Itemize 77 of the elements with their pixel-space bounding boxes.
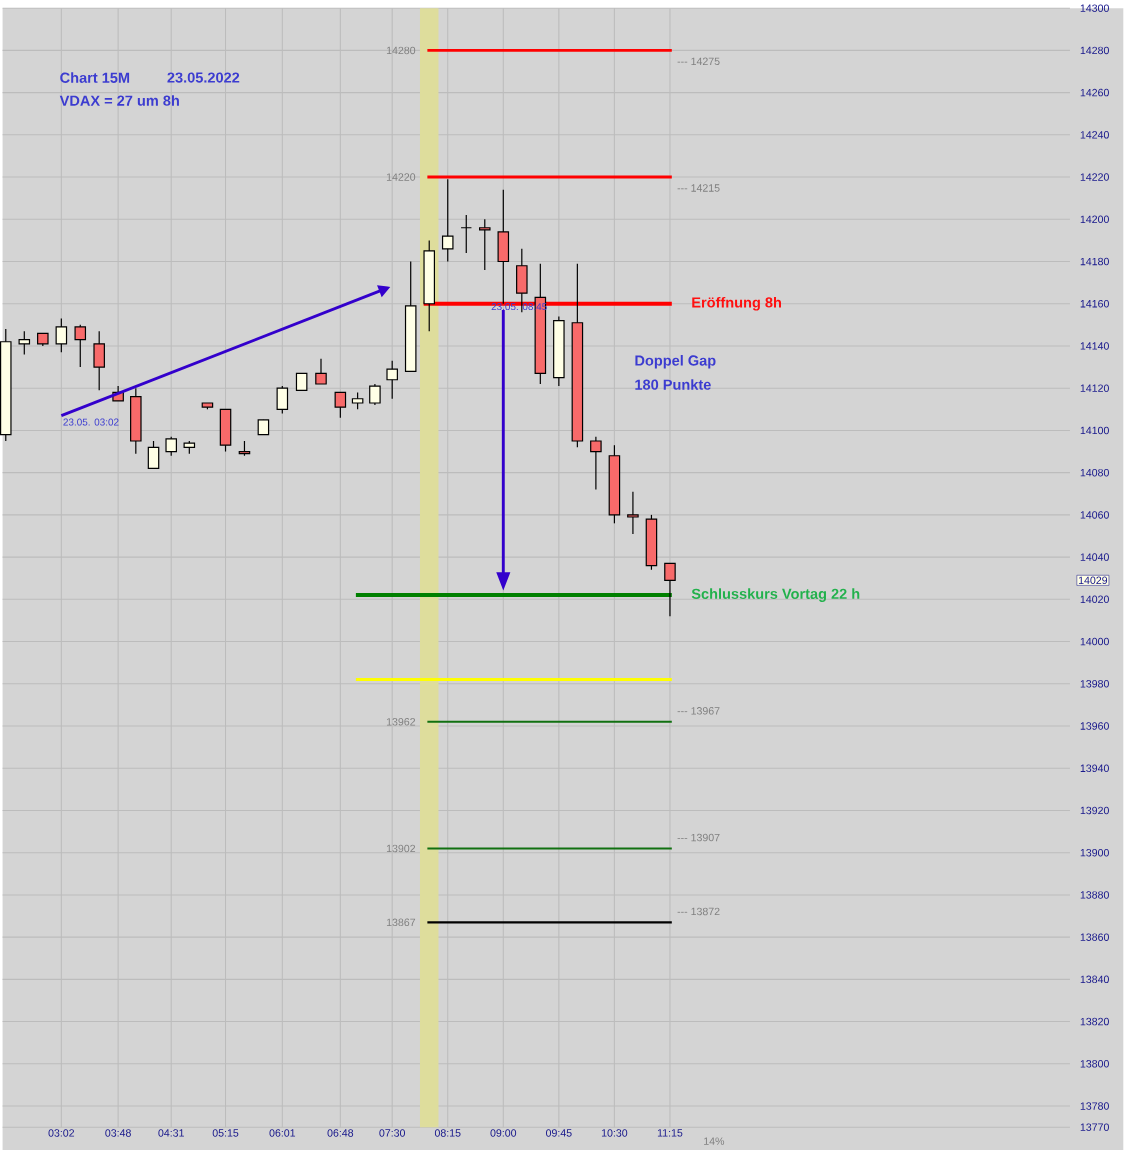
y-tick-label: 13860 bbox=[1080, 933, 1110, 941]
y-tick-label: 14060 bbox=[1080, 511, 1110, 519]
y-tick-label: 13900 bbox=[1080, 848, 1110, 857]
y-tick-label: 14160 bbox=[1080, 300, 1110, 308]
ref-line-label: Eröffnung 8h bbox=[692, 296, 782, 311]
y-tick-label: 14280 bbox=[1080, 46, 1110, 55]
annotation: Doppel Gap bbox=[635, 354, 716, 369]
x-tick-label: 09:45 bbox=[546, 1129, 572, 1137]
y-tick-label: 13880 bbox=[1080, 891, 1110, 899]
annotation: --- 14275 bbox=[677, 57, 720, 66]
annotation: 13902 bbox=[387, 844, 416, 853]
x-tick-label: 08:15 bbox=[435, 1129, 461, 1137]
candlestick bbox=[334, 391, 347, 419]
y-tick-label: 13980 bbox=[1080, 680, 1110, 688]
ref-line-label: Schlusskurs Vortag 22 h bbox=[691, 588, 860, 602]
x-tick-label: 03:02 bbox=[48, 1129, 75, 1137]
candlestick bbox=[664, 562, 676, 617]
candlestick bbox=[386, 360, 399, 400]
text: 14% bbox=[704, 1137, 725, 1145]
annotation: --- 13967 bbox=[677, 707, 720, 715]
annotation: --- 13907 bbox=[677, 833, 720, 842]
text: 23.05.2022 bbox=[167, 72, 240, 83]
x-tick-label: 10:30 bbox=[602, 1129, 628, 1137]
candlestick bbox=[18, 330, 31, 356]
y-tick-label: 13960 bbox=[1080, 722, 1110, 730]
y-tick-label: 14220 bbox=[1080, 173, 1110, 181]
candlestick bbox=[147, 440, 160, 470]
y-tick-label: 13770 bbox=[1080, 1123, 1110, 1131]
candlestick bbox=[627, 491, 639, 535]
annotation: VDAX = 27 um 8h bbox=[59, 95, 180, 106]
x-tick-label: 04:31 bbox=[158, 1129, 185, 1137]
y-tick-label: 14300 bbox=[1080, 4, 1110, 12]
x-tick-label: 07:30 bbox=[379, 1129, 406, 1137]
y-tick-label: 14240 bbox=[1080, 131, 1110, 139]
annotation: 13962 bbox=[387, 718, 416, 726]
candlestick bbox=[165, 436, 178, 457]
x-tick-label: 03:48 bbox=[105, 1129, 132, 1137]
y-tick-label: 14200 bbox=[1080, 215, 1110, 224]
y-tick-label: 13940 bbox=[1080, 764, 1110, 772]
candlestick bbox=[55, 317, 68, 353]
candlestick bbox=[74, 324, 87, 368]
y-tick-label: 14140 bbox=[1080, 342, 1110, 350]
y-tick-label: 13800 bbox=[1080, 1060, 1110, 1068]
y-tick-label: 13820 bbox=[1080, 1017, 1110, 1026]
candlestick bbox=[369, 383, 381, 406]
y-tick-label: 13780 bbox=[1080, 1102, 1110, 1110]
y-tick-label: 14040 bbox=[1080, 553, 1110, 561]
y-tick-label: 14100 bbox=[1080, 426, 1110, 435]
y-tick-label: 13840 bbox=[1080, 975, 1110, 984]
annotation: 14220 bbox=[387, 173, 416, 181]
y-tick-label: 14020 bbox=[1080, 595, 1110, 604]
annotation: --- 13872 bbox=[677, 907, 720, 916]
annotation: 180 Punkte bbox=[635, 379, 712, 390]
annotation: 23.05. 03:02 bbox=[63, 418, 119, 426]
annotation: 13867 bbox=[387, 918, 416, 927]
y-tick-label: 14180 bbox=[1080, 257, 1110, 266]
x-tick-label: 05:15 bbox=[212, 1129, 239, 1137]
candlestick bbox=[479, 218, 491, 271]
x-tick-label: 09:00 bbox=[490, 1129, 517, 1137]
y-tick-label: 14260 bbox=[1080, 88, 1110, 97]
annotation: 14280 bbox=[387, 46, 416, 55]
y-tick-label: 14120 bbox=[1080, 384, 1110, 392]
candlestick bbox=[442, 178, 454, 263]
text: Chart 15M bbox=[60, 72, 130, 83]
y-tick-label: 14080 bbox=[1080, 468, 1110, 477]
candlestick bbox=[315, 358, 327, 385]
candlestick bbox=[460, 214, 473, 254]
y-tick-label: 13920 bbox=[1080, 806, 1110, 815]
text: 14029 bbox=[1079, 576, 1108, 585]
candlestick bbox=[590, 436, 602, 491]
x-tick-label: 06:01 bbox=[269, 1129, 296, 1137]
x-tick-label: 06:48 bbox=[327, 1129, 354, 1137]
annotation: --- 14215 bbox=[677, 184, 720, 192]
y-tick-label: 14000 bbox=[1080, 637, 1110, 646]
candlestick bbox=[93, 330, 106, 391]
candlestick bbox=[276, 385, 289, 415]
x-tick-label: 11:15 bbox=[658, 1129, 683, 1137]
